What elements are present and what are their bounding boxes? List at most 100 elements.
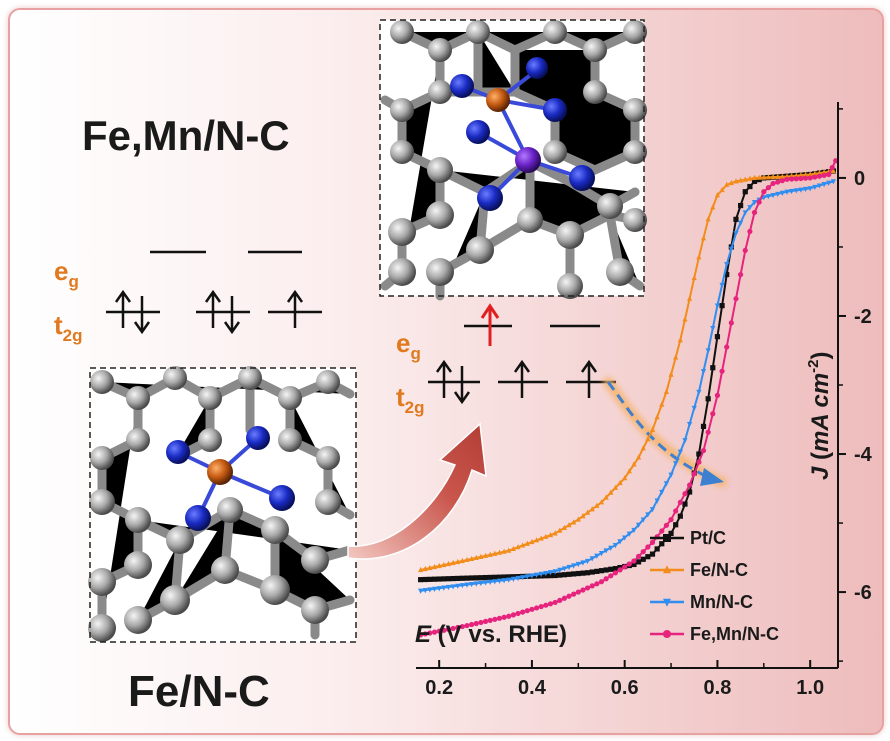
data-point (751, 209, 758, 216)
data-point (436, 586, 442, 592)
data-point (464, 556, 470, 563)
data-point (798, 172, 804, 178)
data-point (747, 175, 753, 181)
data-point (673, 508, 679, 514)
data-point (459, 575, 465, 581)
data-point (761, 174, 767, 180)
data-point (775, 173, 781, 180)
data-point (482, 552, 489, 558)
data-point (635, 522, 642, 528)
data-point (501, 578, 507, 584)
data-point (622, 535, 628, 541)
data-point (418, 588, 424, 594)
data-point (543, 602, 549, 608)
data-point (496, 549, 503, 555)
data-point (747, 228, 753, 235)
data-point (673, 354, 679, 360)
data-point (473, 575, 479, 581)
data-point (608, 545, 614, 551)
figure-frame: Fe,Mn/N-C Fe/N-C eg t2g eg t2g (8, 8, 884, 735)
data-point (654, 498, 660, 504)
legend-marker (663, 534, 671, 542)
data-point (635, 559, 642, 565)
data-point (738, 177, 744, 183)
data-point (830, 167, 836, 174)
data-point (770, 180, 776, 187)
data-point (445, 584, 452, 591)
data-point (691, 405, 697, 412)
data-point (487, 579, 493, 585)
data-point (617, 567, 623, 573)
fe-atom (207, 459, 233, 485)
data-point (770, 192, 776, 199)
data-point (455, 575, 461, 582)
data-point (561, 595, 567, 601)
data-point (571, 519, 577, 525)
data-point (640, 517, 646, 523)
legend-item-mn-n-c: Mn/N-C (650, 592, 753, 612)
data-point (552, 599, 558, 606)
data-point (635, 553, 642, 559)
data-point (751, 174, 758, 181)
data-point (455, 558, 461, 565)
data-point (719, 303, 725, 309)
data-point (584, 570, 591, 576)
data-point (506, 547, 512, 553)
data-point (719, 368, 725, 374)
data-point (608, 489, 614, 495)
data-point (478, 619, 484, 626)
x-ticks: 0.2 0.4 0.6 0.8 1.0 (425, 660, 824, 699)
data-point (580, 513, 586, 519)
data-point (506, 613, 512, 619)
data-point (668, 530, 674, 537)
data-point (612, 543, 619, 549)
legend-marker (663, 598, 671, 607)
data-point (418, 577, 424, 583)
fe-mn-nc-structure-image (379, 19, 647, 301)
data-point (515, 575, 521, 582)
data-point (802, 186, 809, 193)
data-point (668, 371, 674, 377)
data-point (765, 174, 772, 180)
data-point (473, 581, 479, 587)
data-point (561, 572, 567, 578)
data-point (784, 189, 790, 195)
data-point (603, 494, 609, 500)
data-point (649, 507, 656, 513)
data-point (742, 247, 748, 254)
data-point (673, 522, 679, 528)
red-arrow-icon (480, 303, 500, 346)
data-point (645, 554, 651, 560)
data-point (575, 561, 581, 568)
fe-nc-title: Fe/N-C (128, 667, 270, 716)
data-point (566, 593, 572, 599)
data-point (668, 516, 674, 523)
nitrogen-atoms (450, 57, 595, 211)
orbital-levels (428, 324, 616, 384)
structure-border (89, 367, 357, 643)
data-point (751, 200, 758, 206)
data-point (482, 574, 489, 581)
legend-marker (663, 630, 671, 638)
data-point (575, 516, 581, 522)
data-point (640, 445, 646, 451)
data-point (520, 575, 526, 581)
data-point (821, 182, 827, 188)
data-point (557, 567, 563, 574)
data-point (659, 528, 665, 534)
data-point (566, 564, 572, 571)
data-point (705, 429, 711, 435)
data-point (459, 557, 465, 564)
data-point (538, 603, 544, 610)
data-point (687, 482, 693, 488)
data-point (649, 426, 656, 432)
data-point (441, 561, 447, 568)
data-point (538, 535, 544, 541)
data-point (682, 501, 688, 507)
data-point (580, 587, 586, 593)
data-point (455, 624, 461, 631)
data-point (714, 192, 721, 198)
data-point (816, 173, 823, 179)
data-point (622, 564, 628, 570)
data-point (677, 449, 683, 455)
